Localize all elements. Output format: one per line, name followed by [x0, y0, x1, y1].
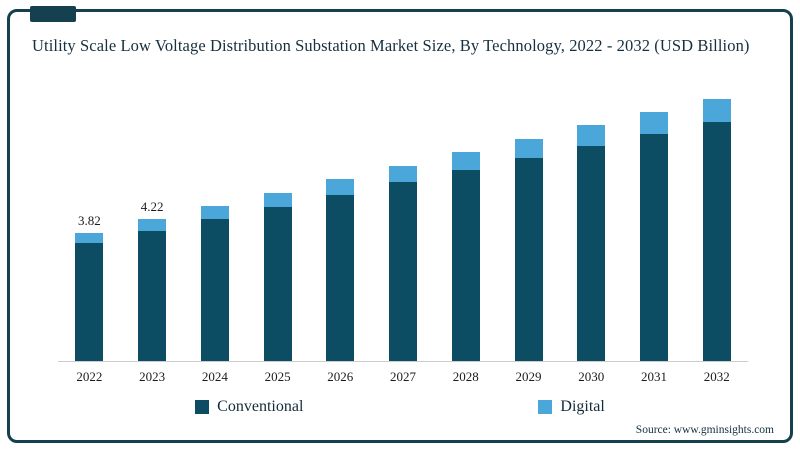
bar-segment-digital: [389, 165, 418, 183]
stacked-bar: [200, 205, 229, 361]
bar-segment-digital: [639, 111, 668, 135]
bar-segment-conventional: [702, 122, 731, 361]
bar-column: 4.22: [121, 199, 184, 361]
legend: Conventional Digital: [10, 398, 790, 416]
stacked-bar: [138, 219, 167, 361]
bar-segment-digital: [702, 98, 731, 122]
bar-column: [372, 146, 435, 361]
x-axis-tick-label: 2026: [327, 369, 354, 384]
chart-title: Utility Scale Low Voltage Distribution S…: [32, 36, 750, 55]
stacked-bar: [702, 98, 731, 361]
x-axis-tick-label: 2022: [76, 369, 103, 384]
bar-segment-conventional: [577, 146, 606, 361]
bar-segment-digital: [514, 138, 543, 159]
x-axis-tick-label: 2032: [703, 369, 730, 384]
bar-segment-conventional: [200, 218, 229, 361]
legend-label-conventional: Conventional: [217, 398, 304, 415]
bar-column: [434, 132, 497, 361]
x-axis-tick-label: 2031: [640, 369, 667, 384]
bar-segment-digital: [75, 232, 104, 243]
bar-column: [560, 105, 623, 361]
x-axis-tick-label: 2024: [201, 369, 228, 384]
stacked-bar: [75, 232, 104, 361]
bar-segment-conventional: [263, 206, 292, 361]
bar-segment-digital: [577, 125, 606, 147]
legend-label-digital: Digital: [560, 398, 605, 415]
stacked-bar: [326, 179, 355, 361]
bar-segment-conventional: [75, 242, 104, 361]
bar-column: [309, 159, 372, 361]
source-text: Source: www.gminsights.com: [635, 424, 774, 436]
bar-segment-conventional: [138, 230, 167, 361]
bar-segment-conventional: [326, 194, 355, 361]
bar-segment-digital: [138, 219, 167, 231]
bar-column: [685, 79, 748, 361]
bar-segment-digital: [451, 152, 480, 171]
bar-segment-digital: [326, 179, 355, 195]
x-axis-tick-label: 2027: [390, 369, 417, 384]
x-axis-tick-label: 2028: [452, 369, 479, 384]
stacked-bar: [389, 165, 418, 361]
bar-segment-digital: [263, 192, 292, 207]
bar-column: [497, 119, 560, 361]
bar-segment-conventional: [389, 182, 418, 361]
stacked-bar: [514, 138, 543, 361]
x-axis-tick-label: 2030: [578, 369, 605, 384]
bar-column: [623, 92, 686, 361]
bar-segment-conventional: [639, 134, 668, 361]
data-label: 3.82: [77, 212, 101, 228]
bar-segment-conventional: [514, 158, 543, 361]
bar-column: 3.82: [58, 213, 121, 361]
x-axis-tick-label: 2023: [139, 369, 166, 384]
legend-item-digital: Digital: [538, 398, 605, 416]
x-axis-tick-label: 2029: [515, 369, 542, 384]
stacked-bar: [263, 192, 292, 361]
stacked-bar: [577, 125, 606, 361]
plot-area: 3.82 4.22: [58, 80, 748, 362]
accent-notch: [30, 6, 76, 22]
bar-segment-digital: [200, 205, 229, 219]
data-label: 4.22: [140, 199, 164, 215]
chart-card: Utility Scale Low Voltage Distribution S…: [7, 6, 793, 443]
bar-column: [183, 186, 246, 361]
bar-column: [246, 173, 309, 361]
bar-segment-conventional: [451, 170, 480, 361]
legend-item-conventional: Conventional: [195, 398, 303, 416]
legend-swatch-conventional: [195, 400, 210, 414]
x-axis-tick-label: 2025: [264, 369, 291, 384]
x-axis-labels: 2022 2023 2024 2025 2026 2027 2028 2029 2030 2031…: [58, 369, 748, 385]
legend-swatch-digital: [538, 400, 553, 414]
stacked-bar: [639, 111, 668, 361]
stacked-bar: [451, 152, 480, 361]
